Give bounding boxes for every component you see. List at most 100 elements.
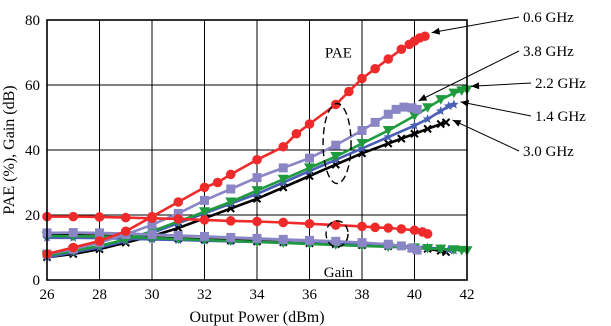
data-point <box>68 228 78 238</box>
data-point <box>226 184 236 194</box>
data-point <box>225 169 236 180</box>
legend-arrow-line <box>418 50 520 102</box>
data-point <box>383 223 394 233</box>
legend-entry: 1.4 GHz <box>535 109 586 125</box>
data-point <box>422 229 433 239</box>
data-point <box>420 31 430 42</box>
data-point <box>330 152 342 162</box>
data-point <box>436 106 446 115</box>
data-point <box>200 195 209 205</box>
data-point <box>200 231 209 241</box>
y-tick-label: 40 <box>25 143 40 159</box>
legend-arrow-head <box>452 120 462 127</box>
data-point <box>251 186 263 196</box>
data-point <box>212 177 223 188</box>
data-point <box>443 101 454 111</box>
y-tick-label: 0 <box>33 273 41 289</box>
data-point <box>173 197 184 207</box>
x-axis-title: Output Power (dBm) <box>189 309 324 326</box>
legend-entry: 3.8 GHz <box>523 44 574 60</box>
data-point <box>68 242 79 253</box>
x-tick-label: 30 <box>145 287 160 303</box>
data-point <box>278 163 288 173</box>
data-point <box>435 244 447 255</box>
data-point <box>397 134 406 143</box>
gain-ellipse <box>325 220 349 248</box>
data-point <box>278 217 289 228</box>
tick-labels: 26 28 30 32 34 36 38 40 42 0 20 40 60 80 <box>25 13 475 303</box>
data-point <box>173 214 184 224</box>
x-tick-label: 42 <box>460 287 475 303</box>
data-point <box>94 212 105 222</box>
data-point <box>449 99 459 109</box>
data-point <box>120 226 131 237</box>
pae-ellipse <box>322 102 352 185</box>
data-point <box>344 86 354 97</box>
data-point <box>448 88 460 99</box>
data-point <box>147 230 157 239</box>
data-point <box>331 140 341 150</box>
data-point <box>391 104 401 114</box>
data-point <box>383 132 393 141</box>
data-point <box>410 129 419 138</box>
y-tick-label: 80 <box>25 13 40 29</box>
series-0-6-ghz <box>42 31 433 259</box>
data-point <box>199 215 210 225</box>
data-point <box>370 117 380 127</box>
data-point <box>95 228 104 238</box>
data-point <box>383 54 394 64</box>
data-point <box>441 118 451 127</box>
legend-entry: 3.0 GHz <box>523 144 574 160</box>
data-point <box>396 241 406 251</box>
data-point <box>423 124 432 134</box>
legend-arrow-head <box>471 82 480 90</box>
data-point <box>370 63 380 74</box>
data-point <box>173 230 183 240</box>
x-tick-label: 40 <box>407 287 422 303</box>
data-point <box>382 126 394 136</box>
x-tick-label: 34 <box>250 287 266 303</box>
legend-entry: 0.6 GHz <box>523 10 574 26</box>
data-point <box>305 235 314 245</box>
data-point <box>412 104 422 114</box>
legend-arrow-line <box>470 82 532 87</box>
data-point <box>407 103 417 113</box>
data-point <box>356 139 368 149</box>
data-point <box>383 239 393 249</box>
data-point <box>173 208 183 218</box>
data-point <box>147 220 157 230</box>
data-point <box>252 233 262 243</box>
data-point <box>407 243 417 253</box>
data-point <box>330 220 341 230</box>
legend-arrow-head <box>460 99 470 107</box>
legend-entry: 2.2 GHz <box>535 76 586 92</box>
data-point <box>357 221 367 232</box>
plot-frame <box>46 19 468 281</box>
data-point <box>357 238 367 248</box>
data-point <box>357 73 367 84</box>
data-point <box>199 182 210 193</box>
data-point <box>225 216 236 226</box>
pae-annotation: PAE <box>325 46 352 62</box>
data-point <box>448 245 460 255</box>
legend-arrow-line <box>452 119 520 152</box>
data-point <box>399 102 409 112</box>
data-point <box>291 128 302 139</box>
data-point <box>396 44 407 55</box>
series-layer <box>41 31 473 262</box>
data-point <box>199 207 210 217</box>
x-tick-label: 26 <box>40 287 56 303</box>
data-point <box>277 174 289 185</box>
data-point <box>384 139 393 148</box>
data-point <box>305 153 314 163</box>
data-point <box>412 245 422 255</box>
data-point <box>120 212 131 223</box>
data-point <box>330 99 341 110</box>
data-point <box>147 213 157 224</box>
y-tick-label: 60 <box>25 78 40 94</box>
data-point <box>278 234 288 244</box>
data-point <box>304 163 315 173</box>
data-point <box>422 114 433 124</box>
data-point <box>422 243 434 254</box>
